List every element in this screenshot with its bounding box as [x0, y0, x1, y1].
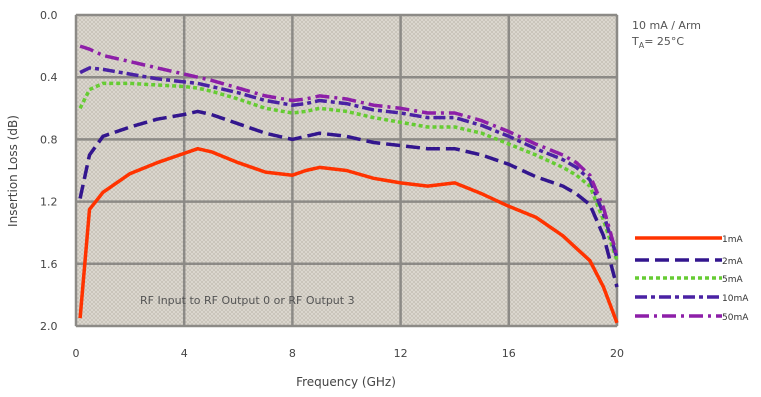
x-tick-label: 12	[394, 347, 408, 360]
y-tick-label: 0.0	[40, 9, 58, 22]
x-tick-label: 0	[73, 347, 80, 360]
y-tick-label: 0.8	[40, 133, 58, 146]
series-line-5ma	[78, 81, 619, 262]
y-axis-label: Insertion Loss (dB)	[6, 115, 20, 227]
temp-subscript: A	[639, 41, 645, 50]
series-line-1ma	[78, 146, 619, 324]
temp-value: = 25°C	[644, 35, 684, 48]
series-line-50ma	[79, 44, 619, 257]
y-tick-label: 1.2	[40, 196, 58, 209]
temp-symbol: T	[631, 35, 639, 48]
tick-labels: 0 4 8 12 16 20 0.0 0.4 0.8 1.2 1.6 2.0	[40, 9, 624, 360]
legend-label: 2mA	[722, 257, 743, 267]
legend-label: 10mA	[722, 294, 749, 304]
y-tick-label: 2.0	[40, 320, 58, 333]
x-axis-label: Frequency (GHz)	[296, 375, 396, 389]
path-annotation: RF Input to RF Output 0 or RF Output 3	[140, 294, 355, 307]
x-tick-label: 8	[289, 347, 296, 360]
legend-label: 5mA	[722, 275, 743, 285]
condition-annotation-line1: 10 mA / Arm	[632, 19, 701, 32]
y-tick-label: 0.4	[40, 71, 58, 84]
legend-label: 1mA	[722, 235, 743, 245]
legend-label: 50mA	[722, 313, 749, 323]
condition-annotation-line2: TA= 25°C	[631, 35, 684, 50]
series-line-10ma	[79, 66, 619, 259]
legend: 1mA 2mA 5mA 10mA 50mA	[635, 235, 749, 323]
grid-lines	[74, 13, 619, 328]
series-line-2ma	[78, 109, 619, 288]
x-tick-label: 16	[502, 347, 516, 360]
y-tick-label: 1.6	[40, 258, 58, 271]
series-layer	[78, 44, 619, 324]
x-tick-label: 20	[610, 347, 624, 360]
x-tick-label: 4	[181, 347, 188, 360]
